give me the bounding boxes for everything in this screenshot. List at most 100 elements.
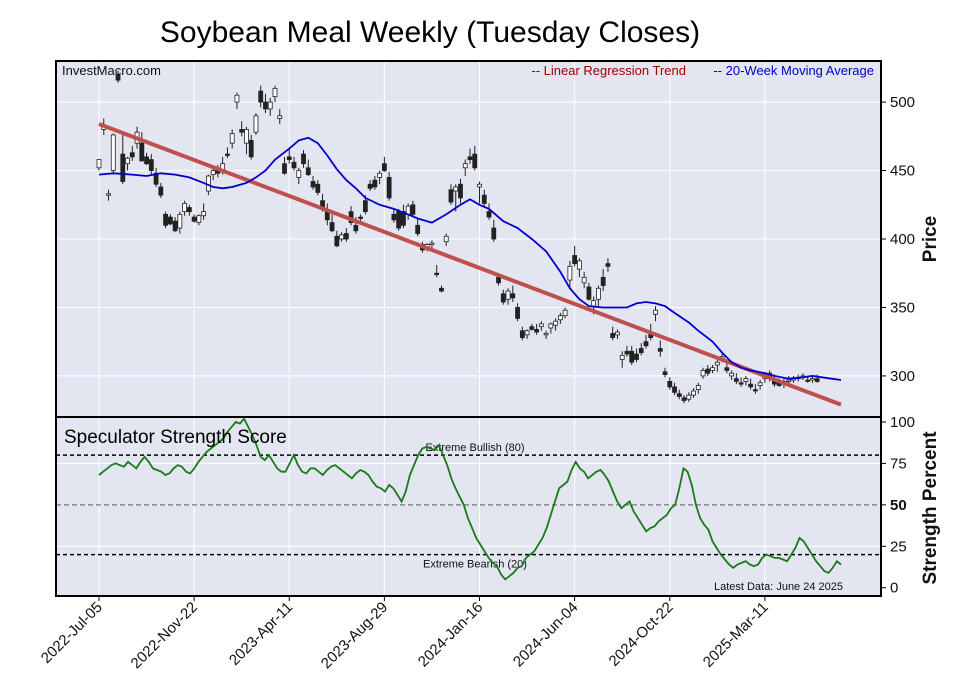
candle xyxy=(343,228,349,242)
candle-body xyxy=(743,378,749,382)
candle-body xyxy=(733,378,739,382)
candle-body xyxy=(615,331,620,336)
chart-title: Soybean Meal Weekly (Tuesday Closes) xyxy=(160,16,700,49)
candle-body xyxy=(691,390,696,396)
x-tick-label: 2023-Apr-11 xyxy=(226,599,296,669)
candle-body xyxy=(738,382,744,385)
candle xyxy=(210,167,216,181)
candle xyxy=(477,181,482,204)
strength-tick-label: 75 xyxy=(890,455,907,472)
candle xyxy=(548,322,554,334)
candle-body xyxy=(129,152,135,158)
candle xyxy=(596,285,601,308)
strength-gridlines xyxy=(56,417,881,596)
candle-body xyxy=(453,186,459,192)
candle-body xyxy=(810,378,815,381)
strength-panel-background xyxy=(56,417,881,596)
candle-body xyxy=(748,383,754,388)
candle xyxy=(757,380,763,390)
strength-tick-label: 0 xyxy=(890,580,898,597)
reference-line-label: Extreme Bearish (20) xyxy=(423,559,527,571)
candle-body xyxy=(315,183,321,193)
candle xyxy=(282,156,287,175)
candle-body xyxy=(562,309,568,317)
candle-body xyxy=(543,333,549,336)
candle xyxy=(291,156,297,171)
candle xyxy=(748,378,754,390)
candle xyxy=(538,321,544,331)
price-gridlines xyxy=(56,61,881,417)
candle-body xyxy=(576,260,582,270)
strength-axis-label: Strength Percent xyxy=(920,431,941,585)
moving-average-line xyxy=(98,136,842,381)
candle-body xyxy=(557,315,563,321)
regression-trend-line xyxy=(98,122,842,407)
candle-body xyxy=(729,372,735,377)
candle xyxy=(710,364,715,374)
candle-body xyxy=(481,194,487,204)
candle xyxy=(581,271,587,289)
candle-body xyxy=(724,367,730,371)
candle xyxy=(486,203,492,220)
candle xyxy=(310,176,316,190)
candle-body xyxy=(496,276,501,284)
candle-body xyxy=(443,235,449,243)
latest-data-note: Latest Data: June 24 2025 xyxy=(714,581,843,593)
candle xyxy=(700,367,706,379)
candle xyxy=(263,93,268,114)
candle-body xyxy=(662,371,668,375)
candle xyxy=(505,288,511,305)
candle xyxy=(472,145,478,171)
candle xyxy=(201,203,207,220)
x-tick-label: 2024-Jan-16 xyxy=(415,599,487,671)
candle xyxy=(629,345,635,365)
candle xyxy=(686,392,692,402)
candle xyxy=(110,133,116,174)
candle xyxy=(481,189,487,207)
candle-body xyxy=(391,213,397,221)
candle xyxy=(691,388,696,398)
candle-body xyxy=(372,179,378,188)
strength-panel-border xyxy=(55,416,882,597)
candle-body xyxy=(467,156,473,160)
candle xyxy=(462,159,468,177)
x-tick-label: 2023-Aug-29 xyxy=(318,599,391,672)
candle xyxy=(515,303,520,322)
candle-body xyxy=(534,328,539,333)
candle-body xyxy=(120,153,126,182)
candle-body xyxy=(144,156,149,165)
candle-body xyxy=(191,216,197,222)
candle xyxy=(467,148,473,164)
price-tick-label: 350 xyxy=(890,299,915,316)
candle-body xyxy=(353,224,359,232)
candle xyxy=(567,260,573,289)
candle xyxy=(638,343,644,356)
candle xyxy=(144,152,149,166)
candle-body xyxy=(282,163,287,174)
candle-body xyxy=(814,378,820,382)
candle-body xyxy=(239,129,245,133)
candle xyxy=(434,265,440,278)
candle xyxy=(519,326,525,341)
strength-panel-title: Speculator Strength Score xyxy=(64,427,287,448)
candle xyxy=(586,282,592,301)
candle-body xyxy=(362,200,368,213)
candle-body xyxy=(472,153,478,169)
candle-body xyxy=(396,211,402,229)
candle xyxy=(148,154,154,175)
candle-body xyxy=(538,323,544,328)
candle-body xyxy=(377,172,383,178)
candle xyxy=(158,182,164,198)
candle xyxy=(315,180,321,196)
candle-body xyxy=(334,235,340,247)
candle-body xyxy=(110,134,116,171)
price-tick-label: 450 xyxy=(890,163,915,180)
candle xyxy=(695,382,701,394)
candle xyxy=(177,211,183,234)
candle-body xyxy=(572,255,578,265)
candle xyxy=(676,389,682,400)
candle xyxy=(605,258,611,272)
candle xyxy=(752,384,758,394)
candle xyxy=(125,156,130,171)
candle xyxy=(672,382,677,396)
